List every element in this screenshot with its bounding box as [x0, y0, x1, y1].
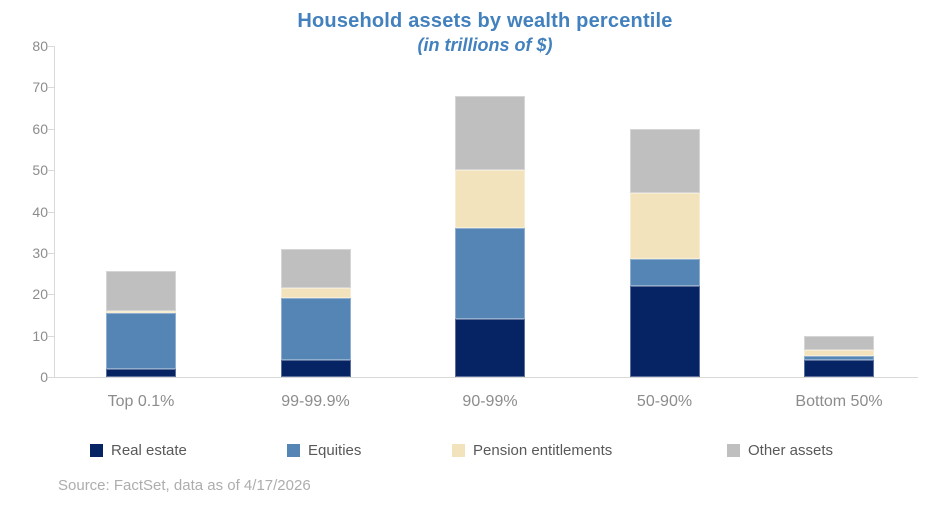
y-axis-tick-label: 30	[32, 244, 48, 261]
y-axis-tick	[48, 377, 54, 378]
bar-segment-real-estate[interactable]	[455, 319, 525, 377]
x-axis-category-label: Bottom 50%	[795, 393, 883, 410]
y-axis-tick-label: 70	[32, 79, 48, 96]
legend-item-real-estate[interactable]: Real estate	[90, 441, 187, 459]
y-axis-tick-label: 20	[32, 286, 48, 303]
y-axis-tick	[48, 87, 54, 89]
bar-segment-pension-entitlements[interactable]	[804, 350, 874, 357]
y-axis-tick	[48, 294, 54, 296]
y-axis-tick-label: 10	[32, 327, 48, 344]
legend-label: Other assets	[748, 441, 834, 459]
chart-title: Household assets by wealth percentile	[297, 10, 673, 32]
y-axis-tick	[48, 46, 54, 47]
x-axis-category-label: 50-90%	[636, 393, 693, 410]
chart-subtitle: (in trillions of $)	[417, 35, 553, 55]
legend-item-equities[interactable]: Equities	[287, 441, 362, 459]
bar-segment-real-estate[interactable]	[106, 368, 176, 377]
bar-segment-pension-entitlements[interactable]	[106, 310, 176, 313]
legend-item-other-assets[interactable]: Other assets	[727, 441, 834, 459]
bar-segment-equities[interactable]	[106, 312, 176, 369]
legend-label: Real estate	[111, 441, 187, 459]
y-axis-tick	[48, 252, 54, 254]
x-axis-category-label: 90-99%	[462, 393, 518, 410]
legend-label: Pension entitlements	[473, 441, 613, 459]
y-axis-tick-label: 60	[32, 120, 48, 137]
legend-swatch-icon	[452, 443, 465, 457]
x-axis-category-label: 99-99.9%	[281, 393, 350, 410]
y-axis-tick-label: 0	[40, 369, 48, 385]
bar-segment-other-assets[interactable]	[280, 248, 351, 289]
bar-segment-pension-entitlements[interactable]	[455, 170, 525, 229]
bar-segment-real-estate[interactable]	[629, 285, 700, 377]
bar-segment-pension-entitlements[interactable]	[280, 288, 351, 299]
legend-label: Equities	[308, 441, 362, 459]
y-axis-tick	[48, 211, 54, 213]
source-note: Source: FactSet, data as of 4/17/2026	[58, 477, 311, 494]
bar-segment-other-assets[interactable]	[106, 271, 176, 311]
bar-segment-equities[interactable]	[455, 228, 525, 320]
legend-item-pension-entitlements[interactable]: Pension entitlements	[452, 441, 613, 459]
bar-segment-other-assets[interactable]	[804, 335, 874, 351]
y-axis-tick	[48, 170, 54, 172]
bar-segment-equities[interactable]	[280, 298, 351, 361]
y-axis-line	[54, 46, 55, 377]
legend-swatch-icon	[287, 443, 300, 457]
x-axis-category-label: Top 0.1%	[107, 393, 175, 410]
bar-segment-other-assets[interactable]	[455, 95, 525, 171]
bar-segment-real-estate[interactable]	[804, 360, 874, 377]
bar-segment-other-assets[interactable]	[629, 128, 700, 193]
title-block: Household assets by wealth percentile (i…	[54, 10, 916, 56]
bar-segment-equities[interactable]	[629, 259, 700, 286]
y-axis-tick-label: 40	[32, 203, 48, 220]
legend-swatch-icon	[727, 443, 740, 457]
bar-segment-real-estate[interactable]	[280, 360, 351, 377]
legend-swatch-icon	[90, 443, 103, 457]
x-axis-line	[54, 377, 918, 378]
y-axis-tick	[48, 335, 54, 337]
bar-segment-equities[interactable]	[804, 356, 874, 361]
bar-segment-pension-entitlements[interactable]	[629, 192, 700, 260]
y-axis-tick-label: 80	[32, 38, 48, 54]
y-axis-tick	[48, 128, 54, 130]
y-axis-tick-label: 50	[32, 162, 48, 179]
